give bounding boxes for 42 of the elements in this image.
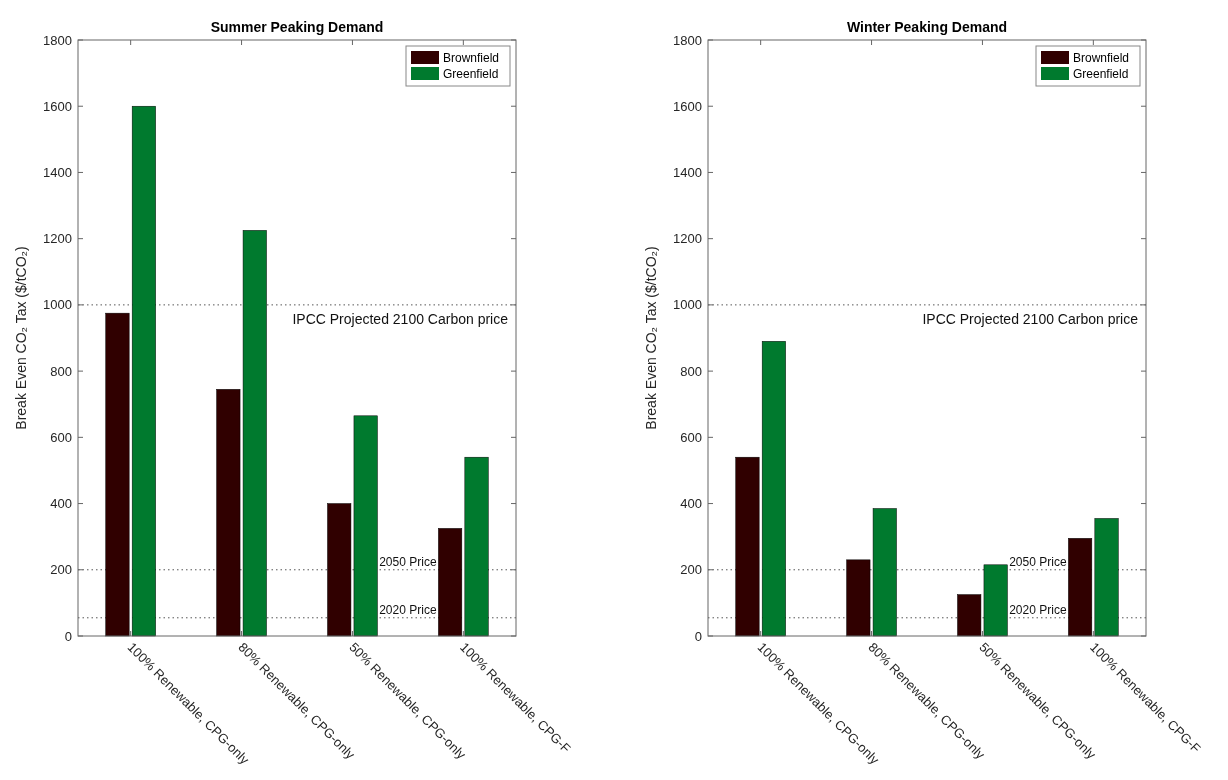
ref-line-label: IPCC Projected 2100 Carbon price: [922, 310, 1139, 327]
y-tick-label: 1600: [673, 98, 702, 114]
y-tick-label: 1400: [43, 164, 72, 180]
legend-label: Brownfield: [443, 51, 500, 66]
y-tick-label: 800: [50, 363, 72, 379]
y-tick-label: 1000: [673, 297, 702, 313]
y-tick-label: 200: [680, 562, 702, 578]
legend-label: Greenfield: [1073, 67, 1129, 82]
y-tick-label: 800: [680, 363, 702, 379]
y-axis-title: Break Even CO₂ Tax ($/tCO₂): [643, 246, 659, 430]
y-tick-label: 600: [680, 429, 702, 445]
ref-line-label: 2050 Price: [379, 554, 437, 569]
bar: [438, 528, 463, 637]
y-tick-label: 600: [50, 429, 72, 445]
y-tick-label: 1400: [673, 164, 702, 180]
chart-title: Winter Peaking Demand: [846, 19, 1008, 35]
y-tick-label: 1200: [43, 231, 72, 247]
chart-title: Summer Peaking Demand: [210, 19, 384, 35]
y-tick-label: 200: [50, 562, 72, 578]
y-tick-label: 1200: [673, 231, 702, 247]
bar: [131, 105, 156, 637]
ref-line-label: 2020 Price: [1009, 602, 1067, 617]
ref-line-label: IPCC Projected 2100 Carbon price: [292, 310, 509, 327]
y-tick-label: 0: [64, 628, 72, 644]
bar: [464, 456, 489, 637]
legend-label: Brownfield: [1073, 51, 1130, 66]
ref-line-label: 2050 Price: [1009, 554, 1067, 569]
y-tick-label: 1600: [43, 98, 72, 114]
y-tick-label: 1000: [43, 297, 72, 313]
y-tick-label: 0: [694, 628, 702, 644]
y-tick-label: 400: [50, 496, 72, 512]
bar: [105, 312, 130, 637]
bar: [761, 341, 786, 637]
legend-label: Greenfield: [443, 67, 499, 82]
y-tick-label: 1800: [673, 32, 702, 48]
bar: [1094, 518, 1119, 637]
ref-line-label: 2020 Price: [379, 602, 437, 617]
bar: [1068, 538, 1093, 637]
y-tick-label: 1800: [43, 32, 72, 48]
y-tick-label: 400: [680, 496, 702, 512]
bar: [735, 456, 760, 637]
y-axis-title: Break Even CO₂ Tax ($/tCO₂): [13, 246, 29, 430]
